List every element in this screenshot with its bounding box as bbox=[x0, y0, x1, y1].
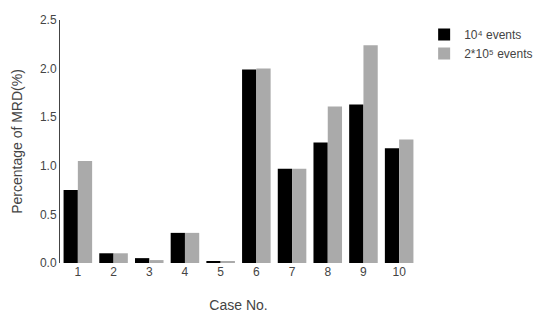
svg-text:2: 2 bbox=[110, 265, 117, 279]
svg-text:1: 1 bbox=[75, 265, 82, 279]
svg-text:6: 6 bbox=[253, 265, 260, 279]
svg-text:Percentage of MRD(%): Percentage of MRD(%) bbox=[9, 69, 25, 214]
svg-text:1.0: 1.0 bbox=[40, 159, 57, 173]
svg-text:8: 8 bbox=[324, 265, 331, 279]
svg-text:10: 10 bbox=[392, 265, 406, 279]
svg-text:0.5: 0.5 bbox=[40, 208, 57, 222]
svg-text:1.5: 1.5 bbox=[40, 110, 57, 124]
svg-text:2.5: 2.5 bbox=[40, 13, 57, 27]
svg-text:7: 7 bbox=[289, 265, 296, 279]
svg-text:5: 5 bbox=[217, 265, 224, 279]
svg-text:3: 3 bbox=[146, 265, 153, 279]
svg-text:4: 4 bbox=[182, 265, 189, 279]
svg-text:10⁴ events: 10⁴ events bbox=[464, 28, 521, 42]
svg-text:Case No.: Case No. bbox=[209, 297, 267, 313]
svg-text:2.0: 2.0 bbox=[40, 62, 57, 76]
svg-text:0.0: 0.0 bbox=[40, 256, 57, 270]
svg-text:2*10⁵ events: 2*10⁵ events bbox=[464, 47, 532, 61]
svg-text:9: 9 bbox=[360, 265, 367, 279]
